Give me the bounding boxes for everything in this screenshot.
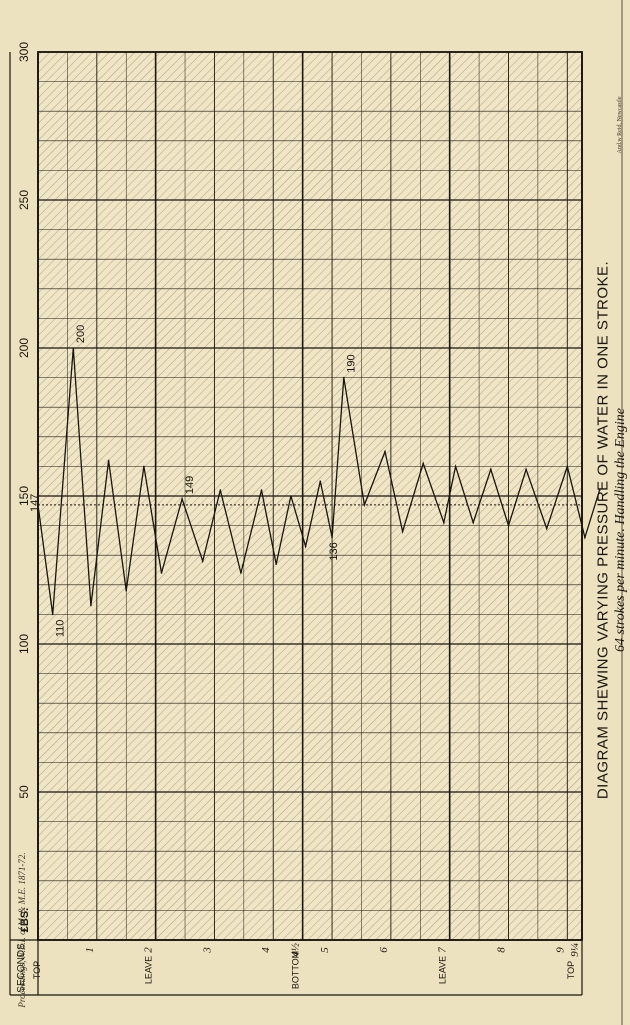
second-tick-label: 2 [143,947,155,953]
pressure-point [364,504,366,506]
data-annotation: 110 [55,620,67,638]
stroke-position-label: LEAVE [144,956,154,984]
pressure-point [443,522,445,524]
pressure-point [472,522,474,524]
pressure-point [384,451,386,453]
data-annotation: 190 [346,354,358,372]
pressure-point [275,563,277,565]
stroke-position-label: LEAVE [438,956,448,984]
pressure-point [331,537,333,539]
pressure-point [490,469,492,471]
pressure-point [220,489,222,491]
pressure-point [125,590,127,592]
stroke-position-label: TOP [566,961,576,979]
pressure-point [402,531,404,533]
second-tick-label: 4 [260,947,272,953]
pressure-point [161,572,163,574]
data-annotation: 147 [29,494,41,512]
footer-proceedings-wrap: Proceedings, N.E.I. of M. & M.E. 1871-72… [17,852,27,1007]
pressure-point [290,495,292,497]
footer-credit: And.w Reid, Newcastle [617,97,623,154]
pressure-point [305,546,307,548]
pressure-point [546,528,548,530]
second-tick-label: 6 [378,947,390,953]
pressure-point [584,537,586,539]
pressure-point [508,525,510,527]
second-tick-label: 5 [319,947,331,953]
pressure-tick-label: 50 [17,785,31,799]
pressure-point [261,489,263,491]
second-tick-label: 7 [437,947,449,953]
pressure-point [566,466,568,468]
pressure-point [108,460,110,462]
footer-credit-wrap: And.w Reid, Newcastle [617,97,623,154]
pressure-tick-label: 100 [17,634,31,654]
pressure-point [319,480,321,482]
chart-subtitle-wrap: 64 strokes per minute. Handling the Engi… [613,408,629,652]
pressure-point [343,377,345,379]
second-tick-label: 9 [554,947,566,953]
chart-title-wrap: DIAGRAM SHEWING VARYING PRESSURE OF WATE… [595,261,612,799]
pressure-point [240,572,242,574]
chart-subtitle: 64 strokes per minute. Handling the Engi… [613,408,628,652]
pressure-point [143,466,145,468]
data-annotation: 149 [184,476,196,494]
data-annotation: 200 [75,325,87,343]
pressure-point [90,605,92,607]
pressure-point [422,463,424,465]
pressure-tick-label: 200 [17,338,31,358]
pressure-tick-label: 300 [17,42,31,62]
stroke-position-label: TOP [32,961,42,979]
data-annotation: 136 [328,542,340,560]
pressure-point [525,469,527,471]
footer-proceedings: Proceedings, N.E.I. of M. & M.E. 1871-72… [17,852,27,1007]
pressure-tick-label: 250 [17,190,31,210]
stroke-position-label: BOTTOM [291,951,301,989]
second-tick-label: 1 [84,947,96,953]
second-tick-label: 8 [495,947,507,953]
pressure-point [202,560,204,562]
pressure-point [455,466,457,468]
second-tick-label: 9¼ [569,943,581,957]
chart-title: DIAGRAM SHEWING VARYING PRESSURE OF WATE… [595,261,612,799]
pressure-point [72,347,74,349]
pressure-point [181,498,183,500]
second-tick-label: 3 [201,947,213,954]
pressure-point [52,614,54,616]
